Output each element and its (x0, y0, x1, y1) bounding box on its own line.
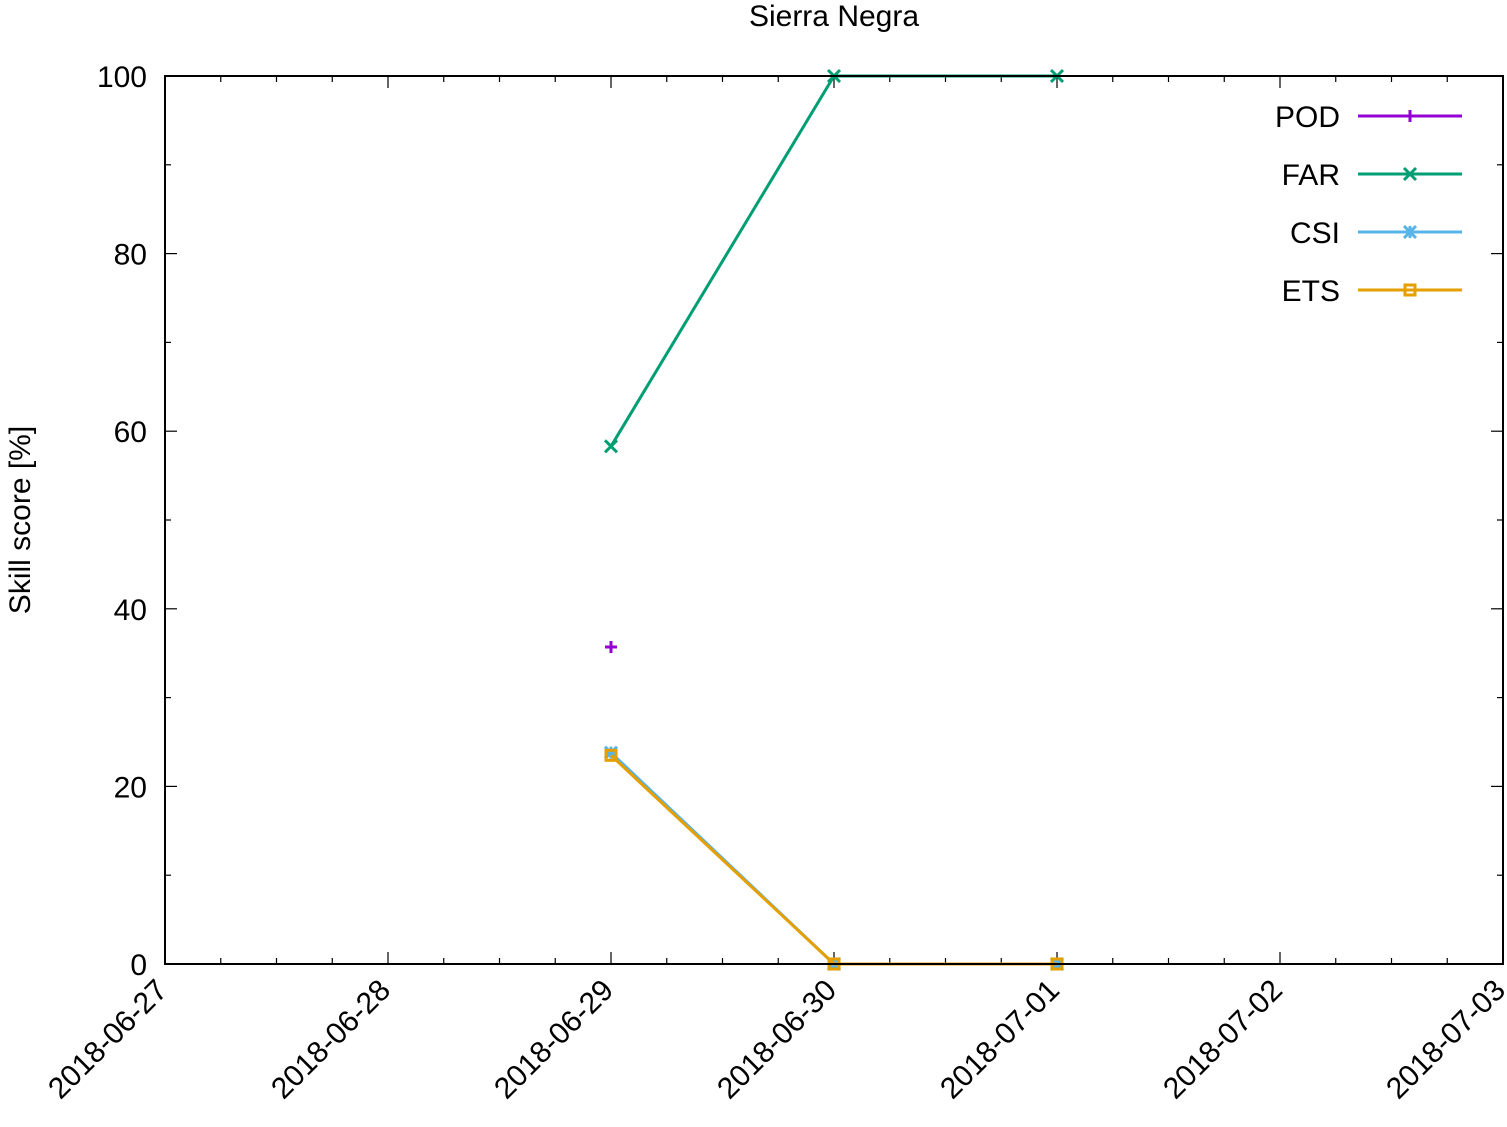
legend-label: FAR (1282, 159, 1340, 192)
y-axis-label: Skill score [%] (4, 426, 37, 614)
legend-entry-csi: CSI (1290, 217, 1462, 250)
point-marker (1404, 110, 1416, 122)
point-marker (1402, 166, 1418, 182)
y-tick-label: 20 (114, 771, 147, 804)
series-line (609, 751, 1057, 966)
x-tick-label: 2018-06-30 (711, 974, 843, 1106)
x-tick-label: 2018-07-02 (1157, 974, 1289, 1106)
point-marker (604, 748, 618, 762)
y-tick-label: 100 (97, 61, 147, 94)
legend: POD FAR CSI ETS (1275, 101, 1462, 308)
y-tick-label: 80 (114, 239, 147, 272)
x-tick-label: 2018-06-28 (265, 974, 397, 1106)
x-tick-label: 2018-06-27 (42, 974, 174, 1106)
x-tick-label: 2018-06-29 (488, 974, 620, 1106)
plot-series (603, 68, 1065, 972)
series-line (609, 754, 1057, 966)
chart-title: Sierra Negra (749, 0, 919, 33)
legend-label: CSI (1290, 217, 1340, 250)
point-marker (605, 640, 617, 653)
series-line (609, 74, 1057, 448)
point-marker (603, 439, 619, 454)
series-pod (605, 640, 617, 653)
plot-frame (164, 75, 1504, 965)
axis-ticks: 0 20 40 60 80 100 2018-06-27 2018-06-28 2018-06-… (42, 61, 1507, 1105)
x-tick-label: 2018-07-01 (934, 974, 1066, 1106)
point-marker (1403, 283, 1417, 297)
legend-label: POD (1275, 101, 1340, 134)
legend-entry-far: FAR (1282, 159, 1462, 192)
point-marker (603, 745, 619, 760)
y-tick-label: 0 (130, 949, 147, 982)
x-tick-label: 2018-07-03 (1380, 974, 1507, 1106)
series-far (603, 68, 1065, 454)
series-csi (603, 745, 1065, 972)
legend-entry-pod: POD (1275, 101, 1462, 134)
y-tick-label: 60 (114, 416, 147, 449)
legend-entry-ets: ETS (1282, 275, 1462, 308)
legend-label: ETS (1282, 275, 1340, 308)
y-tick-label: 40 (114, 594, 147, 627)
series-ets (604, 748, 1064, 971)
point-marker (1402, 224, 1418, 240)
